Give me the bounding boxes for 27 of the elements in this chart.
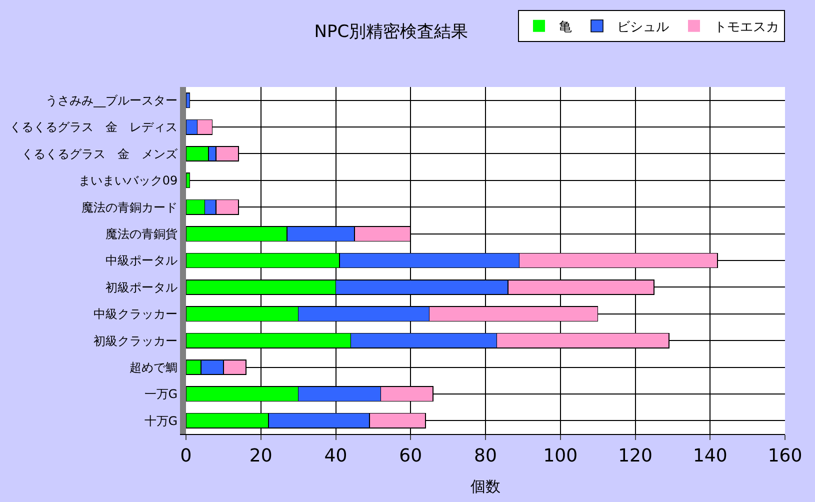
y-tick-label: 魔法の青銅貨: [106, 227, 178, 242]
x-tick-label: 60: [399, 446, 422, 467]
x-axis-title: 個数: [470, 478, 500, 496]
y-tick-label: くるくるグラス 金 レディス: [10, 120, 178, 134]
x-tick-label: 100: [543, 446, 578, 467]
y-tick-label: 中級ポータル: [106, 254, 178, 268]
chart-title: NPC別精密検査結果: [314, 22, 468, 42]
y-tick-label: まいまいバック09: [78, 174, 178, 188]
x-tick-label: 120: [618, 446, 652, 467]
legend-label: 亀: [559, 20, 572, 35]
y-tick-label: 十万G: [144, 414, 178, 428]
y-tick-label: 初級クラッカー: [94, 334, 178, 348]
y-tick-label: くるくるグラス 金 メンズ: [22, 146, 179, 161]
legend-label: ビシュル: [617, 20, 669, 35]
x-tick-label: 20: [249, 446, 272, 467]
y-tick-label: 初級ポータル: [106, 280, 178, 294]
x-tick-label: 140: [692, 446, 728, 467]
x-tick-label: 40: [324, 446, 348, 467]
x-tick-label: 80: [474, 446, 497, 467]
y-tick-label: うさみみ__ブルースター: [46, 94, 178, 108]
x-tick-label: 0: [180, 446, 192, 467]
x-tick-label: 160: [768, 446, 802, 467]
y-tick-label: 魔法の青銅カード: [82, 200, 178, 214]
y-tick-label: 中級クラッカー: [94, 307, 178, 322]
y-tick-label: 一万G: [144, 387, 178, 402]
legend-label: トモエスカ: [714, 20, 779, 35]
y-tick-label: 超めで鯛: [130, 360, 178, 374]
